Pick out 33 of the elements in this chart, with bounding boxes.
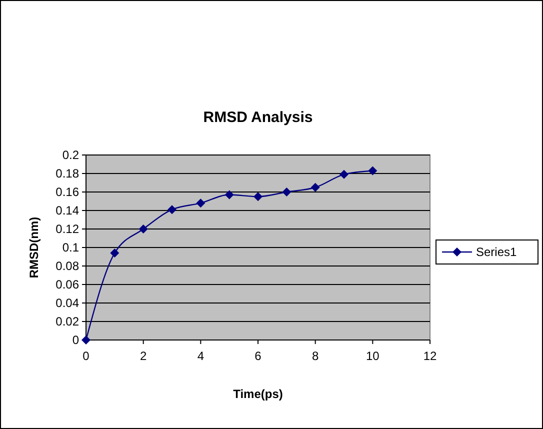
- y-tick-label: 0.1: [62, 240, 80, 255]
- point: [282, 188, 292, 196]
- point: [110, 248, 120, 258]
- y-tick-label: 0.06: [56, 278, 80, 292]
- point: [254, 192, 262, 202]
- point: [138, 224, 148, 234]
- y-tick-label: 0.16: [56, 185, 80, 200]
- y-tick-label: 0.12: [56, 222, 80, 236]
- point: [196, 198, 206, 208]
- point: [224, 190, 234, 200]
- legend-label: Series1: [476, 245, 518, 260]
- point: [310, 182, 320, 192]
- x-tick-label: 0: [82, 349, 90, 363]
- point: [368, 166, 378, 176]
- y-tick-label: 0.14: [56, 204, 80, 218]
- x-tick-label: 10: [366, 349, 380, 363]
- x-tick-label: 2: [140, 349, 147, 363]
- point: [82, 336, 90, 344]
- y-axis-title: RMSD(nm): [27, 216, 41, 278]
- x-tick-label: 6: [254, 349, 262, 363]
- y-tick-label: 0.18: [56, 166, 80, 181]
- y-tick-label: 0: [72, 333, 80, 348]
- x-tick-label: 12: [423, 349, 437, 363]
- y-tick-label: 0.04: [56, 296, 80, 310]
- x-axis-title: Time(ps): [233, 387, 283, 401]
- chart-title: RMSD Analysis: [203, 109, 313, 126]
- y-tick-label: 0.02: [56, 314, 80, 329]
- y-tick-label: 0.2: [62, 148, 80, 162]
- point: [340, 170, 348, 179]
- y-tick-label: 0.08: [56, 259, 80, 274]
- x-tick-label: 4: [197, 349, 204, 363]
- point: [168, 205, 176, 214]
- x-tick-label: 8: [312, 349, 319, 363]
